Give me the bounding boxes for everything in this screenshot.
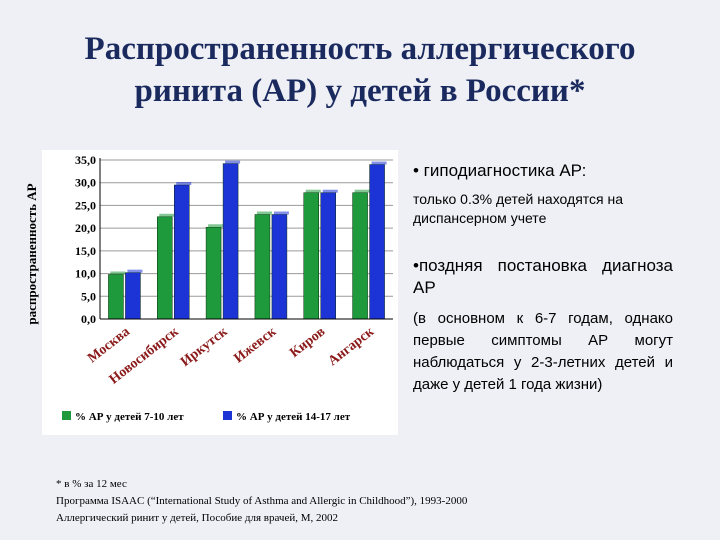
legend-label: % АР у детей 7-10 лет — [75, 411, 184, 423]
legend-swatch — [62, 411, 71, 420]
bar-top-shade — [127, 269, 143, 273]
bars-layer — [108, 160, 387, 320]
bar-age-14-17 — [174, 184, 190, 320]
bar-top-shade — [371, 161, 387, 165]
bar-top-shade — [305, 189, 321, 193]
footnote-isaac: Программа ISAAC (“International Study of… — [56, 495, 468, 507]
bar-age-14-17 — [369, 164, 385, 320]
bar-top-shade — [208, 224, 224, 228]
title-line-1: Распространенность аллергического — [84, 31, 636, 67]
bar-age-7-10 — [303, 192, 319, 320]
title-line-2: ринита (АР) у детей в России* — [134, 73, 586, 109]
y-tick-label: 10,0 — [75, 267, 96, 281]
y-tick-label: 30,0 — [75, 176, 96, 190]
bar-top-shade — [225, 160, 241, 164]
legend-swatch — [223, 411, 232, 420]
late-diagnosis-text: (в основном к 6-7 годам, однако первые с… — [413, 310, 673, 393]
notes-panel: • гиподиагностика АР: только 0.3% детей … — [413, 160, 673, 396]
bar-age-14-17 — [222, 163, 239, 320]
y-tick-label: 25,0 — [75, 198, 96, 212]
legend-label: % АР у детей 14-17 лет — [236, 411, 351, 423]
bar-age-14-17 — [125, 272, 141, 320]
bar-top-shade — [110, 271, 126, 275]
bullet-underdiagnosis: • гиподиагностика АР: — [413, 161, 587, 180]
footnote-source: Аллергический ринит у детей, Пособие для… — [56, 512, 338, 524]
bar-age-7-10 — [205, 226, 222, 320]
bar-age-7-10 — [254, 214, 271, 320]
y-tick-label: 15,0 — [75, 244, 96, 258]
bar-top-shade — [159, 213, 175, 217]
y-tick-label: 5,0 — [81, 289, 96, 303]
underdiagnosis-text: только 0.3% детей находятся на диспансер… — [413, 191, 624, 226]
y-tick-label: 0,0 — [81, 312, 96, 326]
bar-top-shade — [354, 189, 370, 193]
bar-age-14-17 — [271, 214, 288, 320]
footnote-period: * в % за 12 мес — [56, 478, 127, 490]
y-tick-label: 35,0 — [75, 153, 96, 167]
y-tick-label: 20,0 — [75, 221, 96, 235]
bar-age-7-10 — [157, 216, 173, 320]
legend: % АР у детей 7-10 лет % АР у детей 14-17 … — [62, 411, 351, 423]
bullet-late-diagnosis: •поздняя постановка диагноза АР — [413, 256, 673, 297]
bar-age-7-10 — [352, 192, 368, 320]
bar-top-shade — [322, 189, 338, 193]
slide-title: Распространенность аллергического ринита… — [0, 28, 720, 112]
grid-layer — [100, 159, 393, 297]
bar-age-7-10 — [108, 274, 124, 320]
bar-top-shade — [273, 211, 289, 215]
footnotes: * в % за 12 мес Программа ISAAC (“Intern… — [56, 476, 676, 527]
bar-age-14-17 — [320, 192, 336, 320]
bar-top-shade — [256, 211, 272, 215]
bar-top-shade — [176, 181, 192, 185]
